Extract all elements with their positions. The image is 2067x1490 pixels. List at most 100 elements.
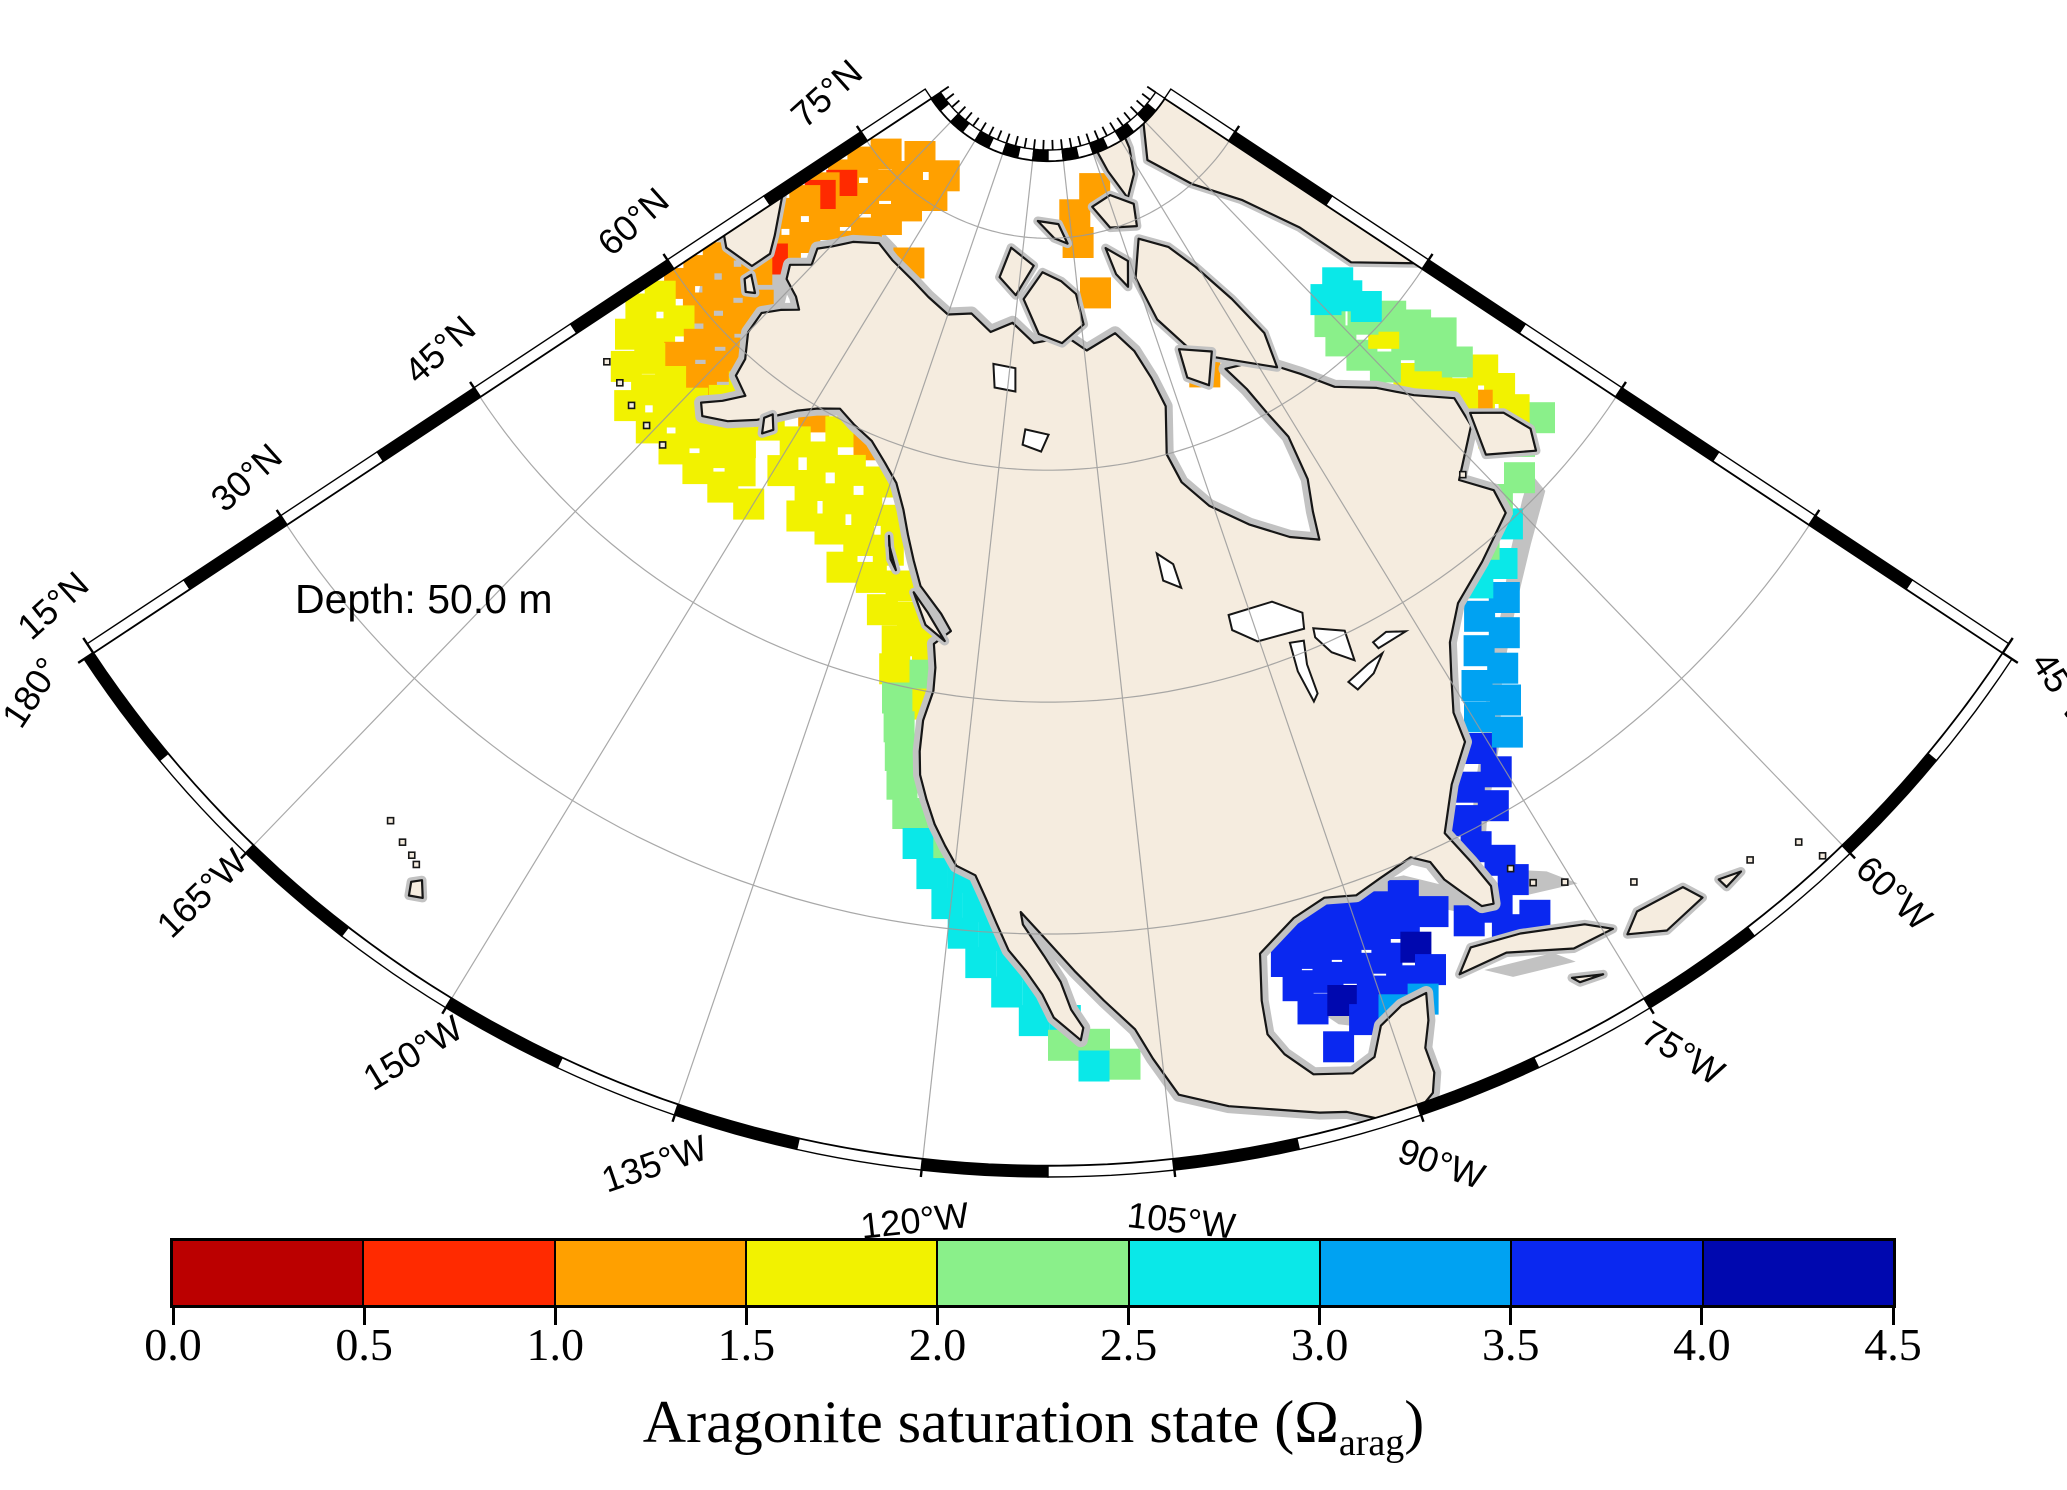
islet-dot (1794, 838, 1803, 846)
longitude-tick (441, 997, 453, 1015)
lake (1155, 551, 1183, 590)
colorbar-segment (553, 1241, 745, 1305)
islet-dot (1746, 856, 1754, 864)
colorbar-tick-label: 4.5 (1864, 1319, 1922, 1370)
frame-band-segment (1172, 1137, 1301, 1171)
colorbar-segment (936, 1241, 1128, 1305)
data-cell (886, 768, 918, 800)
colorbar-tick-label: 2.5 (1099, 1319, 1158, 1370)
longitude-tick (1643, 997, 1655, 1015)
islet-dot (386, 816, 395, 825)
island-landmass (407, 879, 424, 899)
islet-dot (603, 357, 611, 366)
data-cell (881, 625, 913, 657)
latitude-label: 45°N (396, 307, 483, 391)
top-arc-tick (988, 126, 995, 137)
data-cell (1078, 1050, 1110, 1082)
islet-dot (1529, 878, 1537, 887)
depth-label: Depth: 50.0 m (295, 576, 553, 622)
lake (1371, 630, 1410, 650)
data-cell (822, 483, 854, 515)
colorbar-tick-mark (553, 1305, 557, 1325)
map-content-layer (252, 98, 1851, 1160)
longitude-tick (77, 651, 94, 664)
data-cell (1417, 896, 1449, 928)
data-cell (879, 653, 911, 685)
frame-band-segment (1047, 148, 1065, 162)
colorbar-tick-mark (744, 1305, 748, 1325)
frame-band-segment (376, 386, 481, 462)
lake (1227, 600, 1306, 643)
data-cell (814, 513, 846, 545)
colorbar-tick-label: 1.5 (717, 1319, 776, 1370)
latitude-tick (2001, 637, 2014, 654)
colorbar-tick-label: 1.0 (526, 1319, 584, 1370)
data-cell (1323, 1031, 1355, 1063)
frame-band-segment (279, 450, 385, 526)
frame-band-segment (1518, 322, 1624, 398)
top-arc-tick (1085, 133, 1091, 144)
frame-band-segment (1808, 514, 1914, 590)
colorbar-tick-mark (1891, 1305, 1895, 1325)
colorbar-tick-mark (1700, 1305, 1704, 1325)
top-arc-tick (1146, 85, 1157, 93)
lake (992, 362, 1017, 393)
longitude-label: 180° (0, 650, 69, 735)
island-landmass (743, 273, 757, 295)
graticule-parallel (286, 524, 1810, 935)
island-landmass (887, 534, 897, 572)
top-arc-tick (964, 111, 973, 121)
graticule-parallel (866, 140, 1230, 239)
colorbar-tick-mark (1318, 1305, 1322, 1325)
frame-band-segment (1711, 450, 1817, 526)
islet-dot (627, 401, 636, 410)
graticule-parallel (672, 268, 1424, 471)
longitude-label: 165°W (148, 841, 255, 946)
colorbar-segment (362, 1241, 554, 1305)
data-cell (991, 976, 1023, 1008)
shelf-patch (1484, 952, 1576, 977)
frame-band-segment (158, 752, 255, 855)
longitude-tick (671, 1104, 680, 1123)
longitude-tick (1416, 1104, 1425, 1123)
graticule-meridian (1092, 153, 1419, 1105)
colorbar-tick-mark (362, 1305, 366, 1325)
longitude-tick (240, 844, 255, 860)
island-landmass (1469, 411, 1538, 456)
top-arc-tick (1032, 139, 1036, 150)
latitude-tick (1808, 509, 1821, 526)
islet-dot (1818, 852, 1827, 860)
top-arc-tick (1101, 126, 1108, 137)
top-arc-tick (1109, 122, 1116, 132)
frame-band-segment (340, 926, 453, 1009)
colorbar-segment (1510, 1241, 1702, 1305)
top-arc-tick (1068, 137, 1073, 149)
colorbar-tick-mark (171, 1305, 175, 1325)
graticule-meridian (1144, 121, 1844, 846)
frame-band-segment (86, 578, 191, 654)
top-arc-tick (939, 85, 950, 93)
longitude-label: 135°W (596, 1127, 712, 1201)
graticule-meridian (677, 153, 1004, 1105)
island-landmass (1104, 247, 1130, 288)
top-arc-tick (1116, 117, 1124, 127)
latitude-tick (469, 381, 481, 398)
longitude-label: 60°W (1848, 848, 1940, 939)
islet-dot (1561, 878, 1569, 886)
top-arc-tick (951, 99, 960, 108)
top-arc-tick (1141, 93, 1151, 101)
data-cell (794, 470, 826, 501)
longitude-label: 75°W (1635, 1012, 1732, 1093)
lake (1312, 627, 1357, 662)
islet-dot (1458, 470, 1467, 479)
data-cell (1441, 346, 1473, 378)
data-cell (1322, 267, 1354, 299)
island-landmass (1458, 923, 1614, 976)
island-landmass (998, 246, 1035, 297)
top-arc-tick (1136, 99, 1145, 108)
colorbar-tick-mark (935, 1305, 939, 1325)
colorbar-title-close: ) (1404, 1389, 1425, 1455)
islet-dot (407, 851, 416, 860)
data-cell (1450, 805, 1482, 837)
